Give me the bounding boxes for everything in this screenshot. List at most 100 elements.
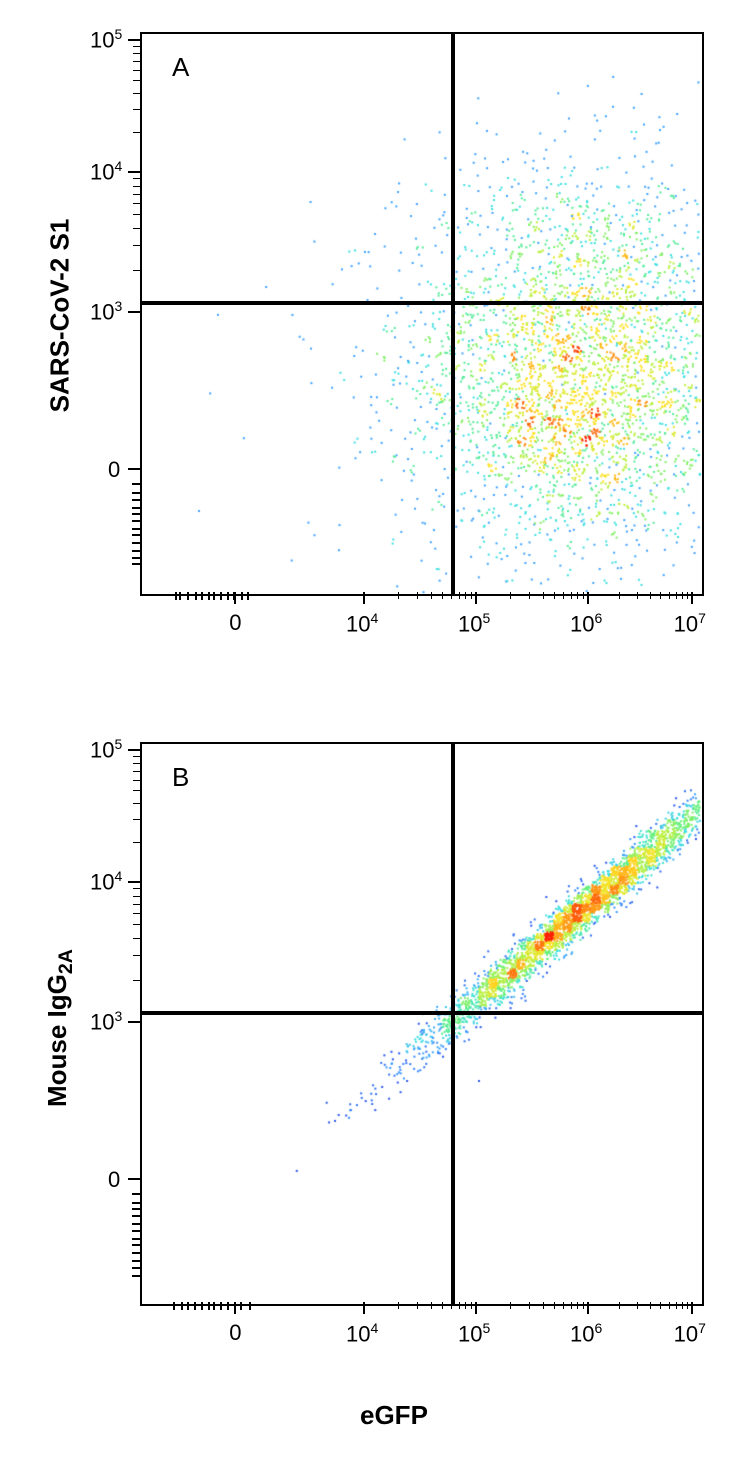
- y-minor-tick: [133, 186, 140, 187]
- x-minor-tick: [577, 1302, 578, 1309]
- y-minor-tick: [132, 528, 140, 530]
- x-tick: [587, 1302, 589, 1314]
- x-minor-tick: [249, 1302, 251, 1310]
- y-tick-label: 0: [108, 457, 120, 483]
- y-tick-label: 0: [108, 1167, 120, 1193]
- x-minor-tick: [529, 592, 530, 599]
- x-minor-tick: [247, 592, 249, 600]
- x-minor-tick: [687, 592, 688, 599]
- x-minor-tick: [431, 1302, 432, 1309]
- y-minor-tick: [133, 955, 140, 956]
- x-minor-tick: [529, 1302, 530, 1309]
- y-minor-tick: [132, 507, 140, 509]
- y-tick-label: 104: [90, 158, 122, 185]
- y-minor-tick: [133, 245, 140, 246]
- y-minor-tick: [133, 194, 140, 195]
- y-minor-tick: [132, 1238, 140, 1240]
- y-minor-tick: [133, 938, 140, 939]
- x-minor-tick: [471, 592, 472, 599]
- x-minor-tick: [240, 1302, 242, 1310]
- y-minor-tick: [132, 1215, 140, 1217]
- y-minor-tick: [132, 513, 140, 515]
- x-minor-tick: [431, 592, 432, 599]
- x-minor-tick: [676, 592, 677, 599]
- y-minor-tick: [133, 80, 140, 81]
- y-minor-tick: [133, 803, 140, 804]
- y-minor-tick: [133, 913, 140, 914]
- x-tick: [475, 1302, 477, 1314]
- x-minor-tick: [583, 1302, 584, 1309]
- y-minor-tick: [132, 1267, 140, 1269]
- scatter-plot-a: A: [140, 32, 704, 596]
- x-minor-tick: [554, 1302, 555, 1309]
- x-minor-tick: [459, 592, 460, 599]
- x-minor-tick: [442, 1302, 443, 1309]
- x-minor-tick: [233, 592, 235, 600]
- x-minor-tick: [619, 592, 620, 599]
- x-minor-tick: [571, 592, 572, 599]
- x-tick-label: 106: [570, 610, 602, 637]
- x-minor-tick: [465, 1302, 466, 1309]
- y-minor-tick: [132, 1260, 140, 1262]
- y-minor-tick: [133, 780, 140, 781]
- y-minor-tick: [133, 93, 140, 94]
- x-minor-tick: [179, 592, 181, 600]
- y-minor-tick: [133, 896, 140, 897]
- y-minor-tick: [133, 70, 140, 71]
- y-minor-tick: [132, 499, 140, 501]
- x-minor-tick: [201, 1302, 203, 1310]
- y-minor-tick: [133, 214, 140, 215]
- y-minor-tick: [133, 228, 140, 229]
- x-tick: [587, 592, 589, 604]
- x-minor-tick: [227, 592, 229, 600]
- y-minor-tick: [133, 109, 140, 110]
- x-minor-tick: [682, 1302, 683, 1309]
- y-minor-tick: [133, 790, 140, 791]
- y-minor-tick: [132, 550, 140, 552]
- x-minor-tick: [563, 1302, 564, 1309]
- y-minor-tick: [133, 842, 140, 843]
- x-minor-tick: [510, 592, 511, 599]
- x-minor-tick: [194, 1302, 196, 1310]
- quadrant-vline-b: [451, 744, 455, 1304]
- x-minor-tick: [417, 592, 418, 599]
- x-minor-tick: [637, 592, 638, 599]
- y-minor-tick: [133, 132, 140, 133]
- y-minor-tick: [133, 178, 140, 179]
- y-axis-label-b: Mouse IgG2A: [42, 918, 78, 1138]
- x-minor-tick: [619, 1302, 620, 1309]
- x-minor-tick: [208, 1302, 210, 1310]
- x-minor-tick: [577, 592, 578, 599]
- y-minor-tick: [133, 53, 140, 54]
- y-minor-tick: [133, 904, 140, 905]
- x-minor-tick: [213, 592, 215, 600]
- x-minor-tick: [173, 1302, 175, 1310]
- y-tick: [128, 881, 140, 883]
- x-tick: [363, 1302, 365, 1314]
- y-tick-label: 103: [90, 298, 122, 325]
- y-minor-tick: [133, 46, 140, 47]
- x-minor-tick: [220, 1302, 222, 1310]
- panel-label-a: A: [172, 52, 189, 83]
- x-minor-tick: [465, 592, 466, 599]
- y-minor-tick: [132, 1223, 140, 1225]
- x-tick: [363, 592, 365, 604]
- y-axis-label-a: SARS-CoV-2 S1: [45, 196, 76, 436]
- x-minor-tick: [417, 1302, 418, 1309]
- y-minor-tick: [133, 771, 140, 772]
- x-tick-label: 104: [346, 610, 378, 637]
- y-minor-tick: [132, 1244, 140, 1246]
- x-tick-label: 107: [674, 610, 706, 637]
- x-minor-tick: [187, 1302, 189, 1310]
- x-tick-label: 105: [458, 1320, 490, 1347]
- x-minor-tick: [669, 592, 670, 599]
- x-tick-label: 0: [229, 1320, 241, 1346]
- x-minor-tick: [241, 592, 243, 600]
- x-minor-tick: [650, 1302, 651, 1309]
- x-tick-label: 105: [458, 610, 490, 637]
- x-minor-tick: [543, 1302, 544, 1309]
- x-tick-label: 0: [229, 610, 241, 636]
- x-minor-tick: [637, 1302, 638, 1309]
- y-minor-tick: [132, 483, 140, 485]
- x-axis-label: eGFP: [360, 1400, 428, 1431]
